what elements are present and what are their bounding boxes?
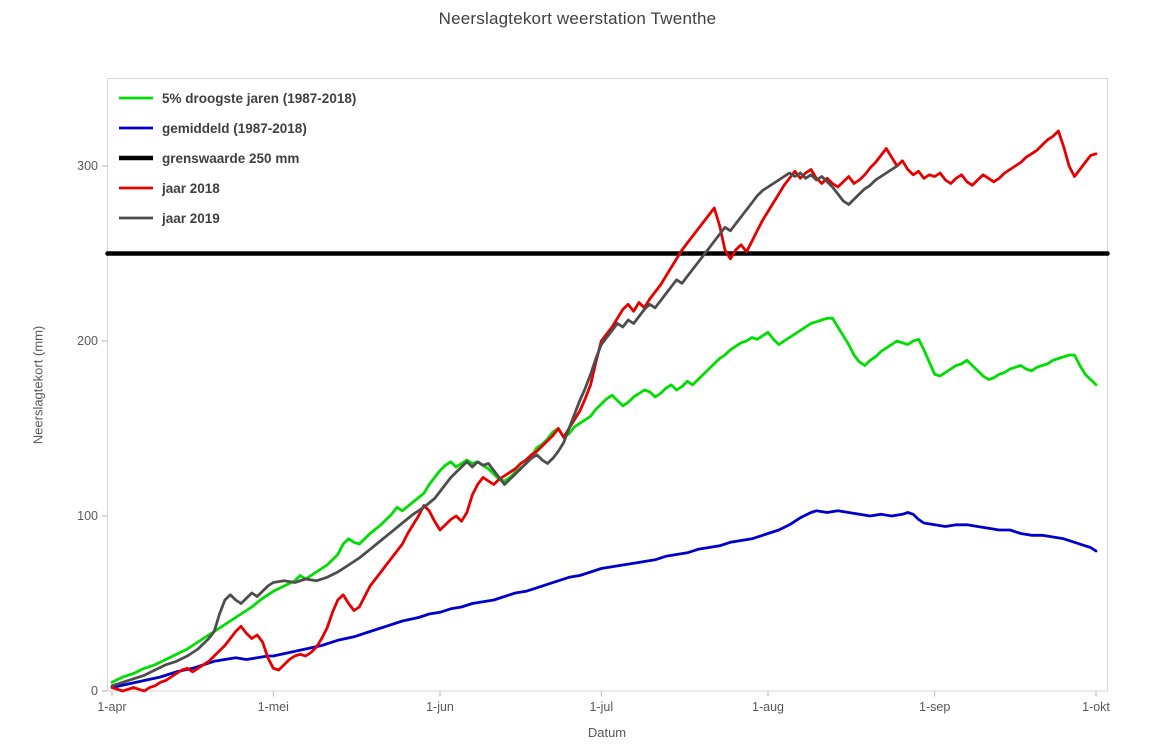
legend-item: grenswaarde 250 mm — [119, 143, 356, 173]
series-jaar-2018 — [110, 129, 1098, 693]
x-tick-label: 1-aug — [752, 700, 784, 714]
series-5-droogste-jaren-1987-2018 — [110, 316, 1098, 684]
legend-line-sample — [119, 126, 153, 130]
y-tick-label: 200 — [77, 333, 98, 348]
x-tick-label: 1-jun — [426, 700, 454, 714]
legend-label: grenswaarde 250 mm — [162, 150, 300, 166]
legend-line-sample — [119, 155, 153, 161]
legend-label: jaar 2019 — [162, 210, 220, 226]
legend-line-sample — [119, 96, 153, 100]
x-tick-label: 1-okt — [1082, 700, 1110, 714]
series-gemiddeld-1987-2018 — [110, 509, 1098, 689]
x-axis-title: Datum — [587, 725, 627, 740]
y-tick-label: 100 — [77, 508, 98, 523]
chart-legend: 5% droogste jaren (1987-2018) gemiddeld (… — [119, 83, 356, 233]
x-tick-label: 1-apr — [97, 700, 127, 714]
y-tick-label: 300 — [77, 158, 98, 173]
x-tick-label: 1-jul — [589, 700, 614, 714]
legend-label: jaar 2018 — [162, 180, 220, 196]
legend-item: jaar 2019 — [119, 203, 356, 233]
legend-label: 5% droogste jaren (1987-2018) — [162, 90, 357, 106]
chart-title: Neerslagtekort weerstation Twenthe — [438, 9, 717, 28]
legend-item: 5% droogste jaren (1987-2018) — [119, 83, 356, 113]
legend-line-sample — [119, 216, 153, 220]
plot-border — [107, 78, 1108, 692]
x-tick-label: 1-mei — [257, 700, 289, 714]
legend-line-sample — [119, 186, 153, 190]
legend-item: gemiddeld (1987-2018) — [119, 113, 356, 143]
legend-item: jaar 2018 — [119, 173, 356, 203]
series-jaar-2019 — [110, 164, 899, 688]
x-tick-label: 1-sep — [919, 700, 951, 714]
y-axis-title: Neerslagtekort (mm) — [30, 325, 46, 445]
y-tick-label: 0 — [91, 683, 98, 698]
legend-label: gemiddeld (1987-2018) — [162, 120, 307, 136]
